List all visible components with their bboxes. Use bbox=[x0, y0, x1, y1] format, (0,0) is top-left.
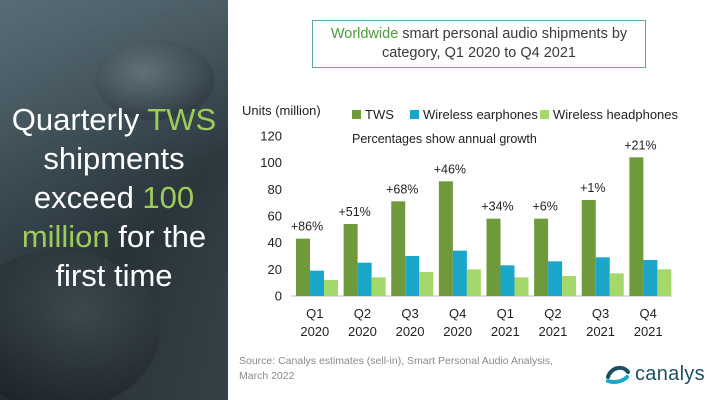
y-tick-label: 80 bbox=[268, 182, 282, 197]
growth-label: +51% bbox=[338, 205, 370, 219]
bar-wireless-earphones bbox=[595, 257, 610, 296]
bar-wireless-earphones bbox=[452, 250, 467, 296]
growth-label: +86% bbox=[291, 220, 323, 234]
bar-tws bbox=[343, 224, 358, 296]
bar-wireless-headphones bbox=[371, 277, 386, 296]
x-tick-label-quarter: Q1 bbox=[306, 306, 323, 321]
source-note: Source: Canalys estimates (sell-in), Sma… bbox=[239, 355, 553, 382]
x-tick-label-quarter: Q2 bbox=[544, 306, 561, 321]
y-tick-label: 20 bbox=[268, 262, 282, 277]
growth-label: +46% bbox=[434, 162, 466, 176]
bar-tws bbox=[534, 218, 549, 296]
x-tick-label-quarter: Q1 bbox=[497, 306, 514, 321]
x-tick-label-year: 2020 bbox=[443, 324, 472, 339]
bar-tws bbox=[391, 201, 406, 296]
bar-wireless-earphones bbox=[500, 265, 515, 296]
legend-label: TWS bbox=[365, 107, 394, 122]
canalys-logo: canalys bbox=[605, 362, 705, 386]
bar-wireless-earphones bbox=[310, 270, 324, 296]
growth-label: +34% bbox=[481, 200, 513, 214]
earbud-image bbox=[95, 40, 215, 120]
bar-wireless-headphones bbox=[419, 272, 434, 296]
bar-wireless-earphones bbox=[357, 262, 372, 296]
legend-swatch bbox=[352, 110, 361, 119]
bar-tws bbox=[438, 181, 453, 296]
growth-label: +6% bbox=[532, 200, 557, 214]
y-tick-label: 60 bbox=[268, 209, 282, 224]
headline: Quarterly TWS shipments exceed 100 milli… bbox=[11, 102, 217, 293]
bar-wireless-earphones bbox=[548, 261, 563, 296]
bar-wireless-headphones bbox=[562, 276, 577, 296]
legend-swatch bbox=[410, 110, 419, 119]
x-tick-label-year: 2020 bbox=[348, 324, 377, 339]
bar-wireless-earphones bbox=[405, 256, 420, 296]
bar-wireless-headphones bbox=[514, 277, 529, 296]
headline-accent-tws: TWS bbox=[147, 102, 217, 137]
legend-label: Wireless headphones bbox=[553, 107, 679, 122]
bar-tws bbox=[296, 238, 310, 296]
x-tick-label-year: 2020 bbox=[300, 324, 329, 339]
x-tick-label-year: 2021 bbox=[538, 324, 567, 339]
legend-swatch bbox=[540, 110, 549, 119]
bar-wireless-earphones bbox=[643, 260, 658, 296]
growth-label: +1% bbox=[580, 181, 605, 195]
x-tick-label-quarter: Q3 bbox=[592, 306, 609, 321]
x-tick-label-quarter: Q2 bbox=[354, 306, 371, 321]
bar-wireless-headphones bbox=[609, 273, 624, 296]
x-tick-label-year: 2021 bbox=[634, 324, 663, 339]
y-tick-label: 100 bbox=[260, 155, 282, 170]
bar-wireless-headphones bbox=[466, 269, 481, 296]
x-tick-label-quarter: Q4 bbox=[640, 306, 657, 321]
logo-text: canalys bbox=[635, 362, 705, 385]
x-tick-label-year: 2021 bbox=[586, 324, 615, 339]
x-tick-label-year: 2020 bbox=[396, 324, 425, 339]
bar-wireless-headphones bbox=[324, 280, 338, 296]
bar-tws bbox=[486, 218, 501, 296]
bar-wireless-headphones bbox=[657, 269, 672, 296]
y-axis-label: Units (million) bbox=[242, 103, 321, 118]
x-tick-label-quarter: Q4 bbox=[449, 306, 466, 321]
y-tick-label: 120 bbox=[260, 129, 282, 144]
hero-image-panel: Quarterly TWS shipments exceed 100 milli… bbox=[0, 0, 228, 400]
headline-accent-volume: 100 million bbox=[21, 180, 195, 254]
chart-annotation: Percentages show annual growth bbox=[352, 132, 537, 146]
y-tick-label: 40 bbox=[268, 235, 282, 250]
chart-title: Worldwide smart personal audio shipments… bbox=[312, 20, 646, 68]
y-tick-label: 0 bbox=[275, 289, 282, 304]
bar-tws bbox=[581, 200, 596, 296]
growth-label: +68% bbox=[386, 182, 418, 196]
bar-tws bbox=[629, 157, 644, 296]
x-tick-label-year: 2021 bbox=[491, 324, 520, 339]
x-tick-label-quarter: Q3 bbox=[401, 306, 418, 321]
growth-label: +21% bbox=[624, 138, 656, 152]
earbud-case-image bbox=[0, 250, 160, 400]
canalys-logo-icon bbox=[606, 365, 630, 384]
legend-label: Wireless earphones bbox=[423, 107, 538, 122]
